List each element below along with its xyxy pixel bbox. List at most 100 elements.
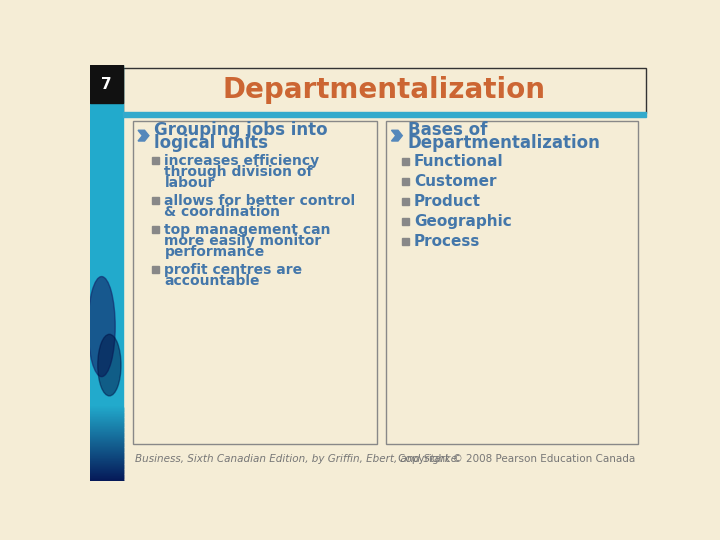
- Bar: [132, 121, 377, 444]
- Text: allows for better control: allows for better control: [164, 194, 356, 208]
- Bar: [90, 443, 122, 444]
- Bar: [90, 468, 122, 469]
- Bar: [90, 415, 122, 416]
- Bar: [90, 436, 122, 437]
- Bar: [90, 482, 122, 483]
- Bar: [90, 456, 122, 457]
- Bar: [90, 450, 122, 451]
- Bar: [90, 419, 122, 420]
- Bar: [90, 437, 122, 438]
- Bar: [90, 419, 122, 420]
- Bar: [90, 469, 122, 470]
- Bar: [152, 157, 159, 164]
- Bar: [90, 470, 122, 471]
- Polygon shape: [138, 130, 149, 141]
- Bar: [90, 476, 122, 477]
- Bar: [90, 477, 122, 478]
- Bar: [90, 460, 122, 461]
- Bar: [90, 474, 122, 475]
- Bar: [90, 473, 122, 474]
- Text: increases efficiency: increases efficiency: [164, 154, 320, 168]
- Bar: [90, 461, 122, 462]
- Text: Departmentalization: Departmentalization: [222, 76, 545, 104]
- Bar: [90, 410, 122, 411]
- Bar: [90, 443, 122, 444]
- Bar: [90, 451, 122, 453]
- Text: Copyright © 2008 Pearson Education Canada: Copyright © 2008 Pearson Education Canad…: [397, 454, 635, 464]
- Bar: [90, 407, 122, 408]
- Ellipse shape: [88, 276, 115, 377]
- Bar: [90, 455, 122, 456]
- Bar: [402, 198, 409, 205]
- Bar: [90, 438, 122, 440]
- Bar: [90, 427, 122, 428]
- Bar: [90, 411, 122, 413]
- Bar: [90, 414, 122, 415]
- Bar: [90, 444, 122, 445]
- Text: top management can: top management can: [164, 224, 331, 238]
- Bar: [90, 458, 122, 460]
- Bar: [90, 424, 122, 425]
- Bar: [90, 477, 122, 478]
- Bar: [90, 467, 122, 468]
- Bar: [90, 441, 122, 442]
- Bar: [90, 423, 122, 424]
- Bar: [90, 463, 122, 464]
- Bar: [90, 410, 122, 411]
- Bar: [90, 463, 122, 464]
- Bar: [90, 472, 122, 473]
- Bar: [90, 436, 122, 437]
- Bar: [90, 478, 122, 480]
- Bar: [90, 435, 122, 436]
- Bar: [90, 475, 122, 476]
- Bar: [90, 480, 122, 481]
- Bar: [90, 451, 122, 452]
- Text: profit centres are: profit centres are: [164, 264, 302, 278]
- Bar: [90, 425, 122, 426]
- Bar: [90, 424, 122, 425]
- Bar: [90, 483, 122, 484]
- Bar: [90, 426, 122, 427]
- Bar: [90, 429, 122, 430]
- Bar: [90, 446, 122, 447]
- Bar: [90, 465, 122, 466]
- Bar: [90, 416, 122, 417]
- Bar: [90, 427, 122, 428]
- Bar: [90, 444, 122, 445]
- Bar: [90, 420, 122, 421]
- Bar: [90, 415, 122, 416]
- Bar: [90, 456, 122, 457]
- Bar: [90, 408, 122, 409]
- Bar: [90, 428, 122, 429]
- Bar: [90, 429, 122, 430]
- Bar: [90, 408, 122, 409]
- Bar: [90, 451, 122, 452]
- Bar: [90, 446, 122, 447]
- Bar: [402, 238, 409, 245]
- Bar: [90, 65, 122, 103]
- Bar: [90, 434, 122, 435]
- Bar: [90, 462, 122, 463]
- Bar: [152, 197, 159, 204]
- Bar: [90, 482, 122, 483]
- Bar: [90, 445, 122, 446]
- Text: Functional: Functional: [414, 153, 503, 168]
- Bar: [90, 454, 122, 455]
- Bar: [90, 435, 122, 436]
- Bar: [90, 466, 122, 467]
- Text: Bases of: Bases of: [408, 122, 487, 139]
- Bar: [90, 444, 122, 445]
- Bar: [90, 424, 122, 426]
- Bar: [90, 413, 122, 414]
- Bar: [90, 421, 122, 422]
- Bar: [90, 447, 122, 448]
- Bar: [90, 453, 122, 454]
- Bar: [90, 417, 122, 418]
- Text: accountable: accountable: [164, 274, 260, 288]
- Bar: [90, 469, 122, 470]
- Bar: [90, 413, 122, 414]
- Bar: [90, 408, 122, 409]
- Bar: [90, 416, 122, 417]
- Bar: [90, 418, 122, 420]
- Bar: [90, 474, 122, 475]
